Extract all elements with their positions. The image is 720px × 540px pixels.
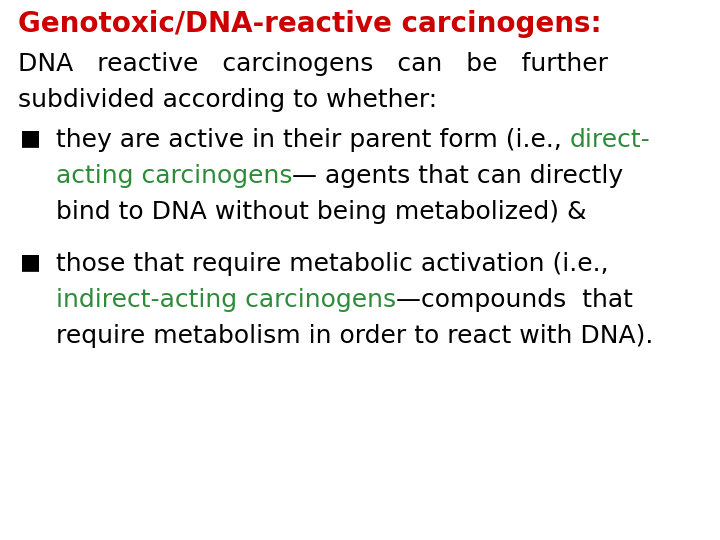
- Text: require metabolism in order to react with DNA).: require metabolism in order to react wit…: [56, 324, 653, 348]
- Text: ■: ■: [20, 128, 41, 148]
- Text: DNA   reactive   carcinogens   can   be   further: DNA reactive carcinogens can be further: [18, 52, 608, 76]
- Text: subdivided according to whether:: subdivided according to whether:: [18, 88, 437, 112]
- Text: indirect-acting carcinogens: indirect-acting carcinogens: [56, 288, 396, 312]
- Text: Genotoxic/DNA-reactive carcinogens:: Genotoxic/DNA-reactive carcinogens:: [18, 10, 602, 38]
- Text: ■: ■: [20, 252, 41, 272]
- Text: —compounds  that: —compounds that: [396, 288, 633, 312]
- Text: those that require metabolic activation (i.e.,: those that require metabolic activation …: [56, 252, 608, 276]
- Text: bind to DNA without being metabolized) &: bind to DNA without being metabolized) &: [56, 200, 587, 224]
- Text: acting carcinogens: acting carcinogens: [56, 164, 292, 188]
- Text: direct-: direct-: [570, 128, 651, 152]
- Text: they are active in their parent form (i.e.,: they are active in their parent form (i.…: [56, 128, 570, 152]
- Text: — agents that can directly: — agents that can directly: [292, 164, 624, 188]
